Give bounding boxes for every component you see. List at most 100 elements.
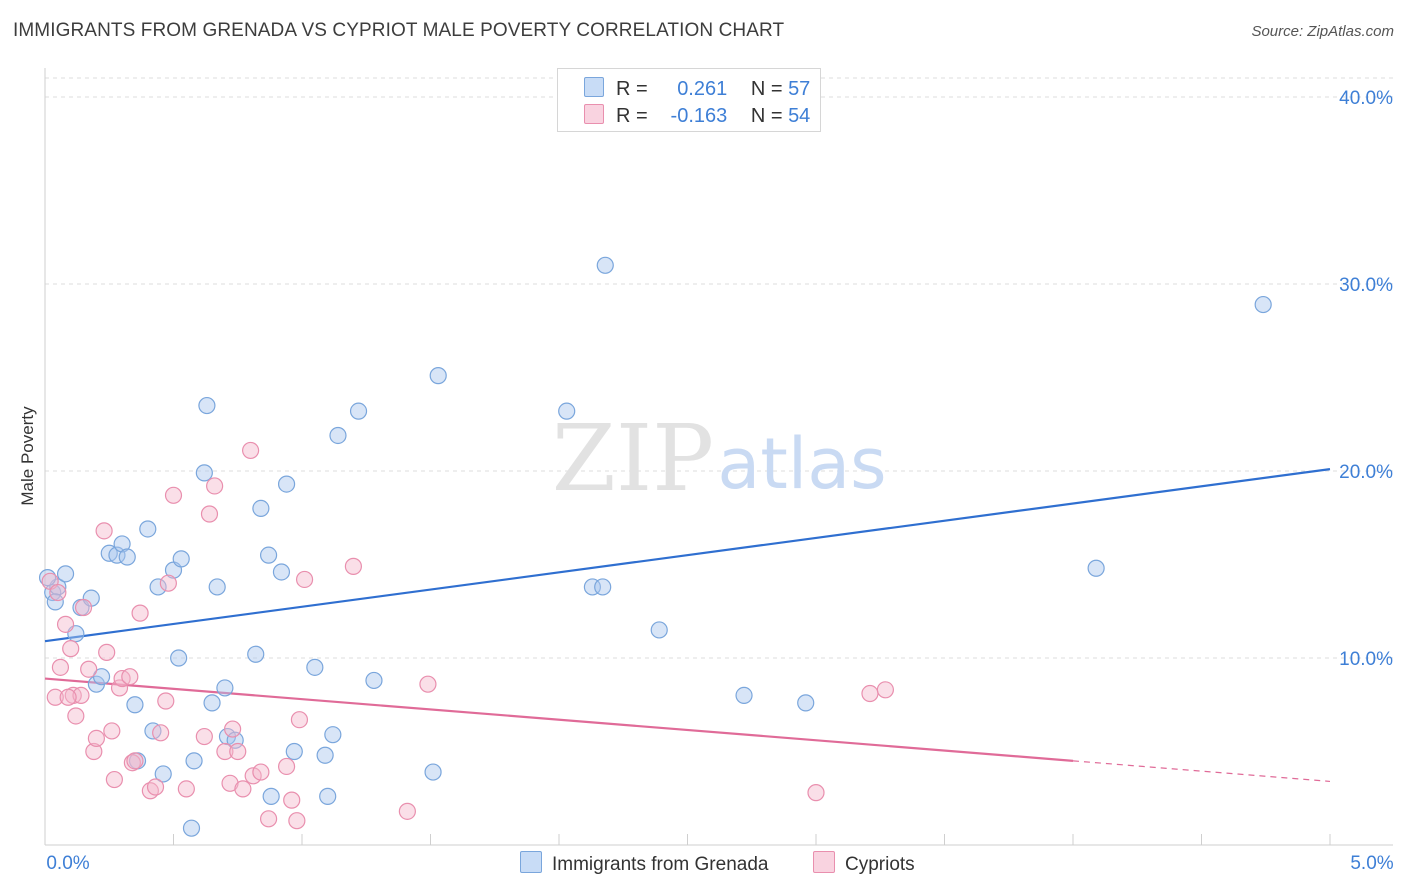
cypriot-point [152, 724, 170, 742]
cypriot-point [177, 780, 195, 798]
cypriot-point [62, 640, 80, 658]
cypriot-point [103, 722, 121, 740]
grenada-point [558, 402, 576, 420]
grenada-point [198, 396, 216, 415]
grenada-point [208, 578, 226, 596]
cypriot-point [224, 720, 242, 738]
data-points [38, 256, 1272, 837]
grenada-point [365, 671, 383, 690]
cypriot-point [288, 812, 306, 830]
cypriot-point [105, 770, 123, 789]
grenada-point [113, 535, 131, 553]
cypriot-trend-line [44, 677, 1074, 762]
grenada-point [424, 763, 442, 781]
legend-item-grenada: Immigrants from Grenada [520, 851, 768, 876]
chart-title: IMMIGRANTS FROM GRENADA VS CYPRIOT MALE … [13, 20, 785, 41]
cypriot-point [295, 570, 314, 589]
cypriot-point [131, 604, 149, 622]
legend-r-label: R = [616, 105, 648, 127]
cypriot-point [95, 522, 113, 540]
watermark-zip: ZIP [552, 405, 714, 512]
cypriot-point [206, 477, 224, 495]
grenada-point [149, 578, 167, 596]
cypriot-point [123, 754, 141, 772]
cypriot-point [216, 742, 234, 761]
y-tick-label: 30.0% [1339, 275, 1393, 296]
y-tick-label: 20.0% [1339, 462, 1393, 483]
grenada-point [203, 694, 221, 712]
grenada-point [126, 696, 144, 714]
cypriot-point [807, 784, 825, 802]
cypriot-point [49, 583, 67, 602]
source-credit: Source: ZipAtlas.com [1251, 23, 1394, 40]
grenada-point [306, 658, 324, 676]
grenada-point [1254, 295, 1272, 314]
grenada-point [650, 621, 668, 639]
legend-swatch-grenada [584, 77, 604, 97]
cypriot-point [252, 763, 270, 781]
grenada-point [259, 546, 278, 564]
cypriot-point [59, 688, 77, 706]
y-tick-label: 10.0% [1339, 649, 1393, 670]
grenada-point [596, 256, 614, 274]
grenada-point [118, 548, 136, 566]
grenada-point [226, 731, 244, 749]
cypriot-trend-extension [1072, 760, 1331, 783]
grenada-point [594, 578, 612, 596]
legend-r-label: R = [616, 78, 648, 100]
legend-swatch-cypriots [584, 104, 604, 124]
watermark-atlas: atlas [717, 423, 886, 505]
grenada-point [797, 694, 815, 712]
legend-n-label: N = [750, 78, 783, 100]
grenada-point [170, 649, 188, 667]
cypriot-point [67, 707, 85, 725]
grenada-point [154, 765, 172, 783]
grenada-point [139, 520, 157, 538]
grenada-point [316, 746, 334, 764]
cypriot-point [46, 688, 64, 706]
cypriot-point [259, 810, 278, 828]
series-label-grenada: Immigrants from Grenada [552, 854, 769, 875]
grenada-point [262, 787, 280, 805]
legend-item-cypriots: Cypriots [813, 851, 915, 876]
legend-n-value: 54 [788, 105, 811, 127]
grenada-point [56, 565, 75, 583]
grenada-point [185, 752, 203, 770]
trend-lines [44, 468, 1331, 783]
cypriot-point [98, 643, 116, 661]
series-label-cypriots: Cypriots [845, 854, 915, 875]
x-tick-label: 0.0% [46, 853, 89, 874]
y-axis-label: Male Poverty [18, 406, 37, 506]
grenada-point [182, 819, 201, 837]
cypriot-point [80, 660, 98, 678]
cypriot-point [146, 778, 165, 796]
grenada-point [195, 464, 213, 482]
grenada-point [429, 367, 447, 385]
cypriot-point [344, 557, 362, 575]
cypriot-point [195, 727, 213, 746]
x-tick-label: 5.0% [1350, 853, 1393, 874]
grenada-point [349, 402, 368, 420]
cypriot-point [419, 675, 437, 693]
cypriot-point [229, 742, 247, 761]
cypriot-point [290, 711, 309, 729]
cypriot-point [51, 658, 70, 676]
grenada-point [319, 787, 337, 805]
cypriot-point [861, 684, 879, 703]
grenada-point [92, 668, 111, 686]
grenada-point [247, 645, 265, 663]
cypriot-point [85, 742, 103, 761]
cypriot-point [121, 668, 139, 686]
grenada-trend-line [44, 468, 1331, 643]
series-swatch-cypriots [813, 851, 835, 873]
cypriot-point [876, 681, 894, 699]
cypriot-point [157, 692, 175, 710]
legend-r-value: 0.261 [677, 78, 728, 100]
grenada-point [216, 679, 234, 697]
cypriot-point [56, 615, 75, 633]
cypriot-point [126, 752, 144, 770]
cypriot-point [72, 686, 90, 705]
grenada-point [329, 426, 347, 445]
legend-r-value: -0.163 [670, 105, 728, 127]
